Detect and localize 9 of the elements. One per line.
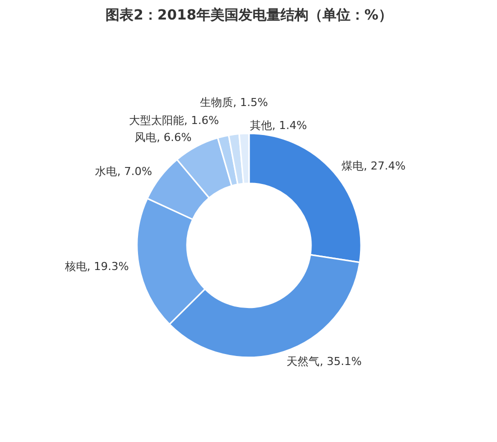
slice-label: 核电, 19.3% — [64, 260, 129, 274]
slice-label: 大型太阳能, 1.6% — [129, 114, 220, 127]
slice-label: 风电, 6.6% — [134, 131, 192, 144]
slice-label: 其他, 1.4% — [250, 118, 307, 132]
slice-label: 水电, 7.0% — [95, 164, 152, 178]
slice-label: 生物质, 1.5% — [200, 96, 268, 109]
slice-label: 天然气, 35.1% — [286, 354, 362, 368]
slice-label: 煤电, 27.4% — [342, 159, 406, 172]
chart-title: 图表2：2018年美国发电量结构（单位：%） — [106, 6, 392, 24]
